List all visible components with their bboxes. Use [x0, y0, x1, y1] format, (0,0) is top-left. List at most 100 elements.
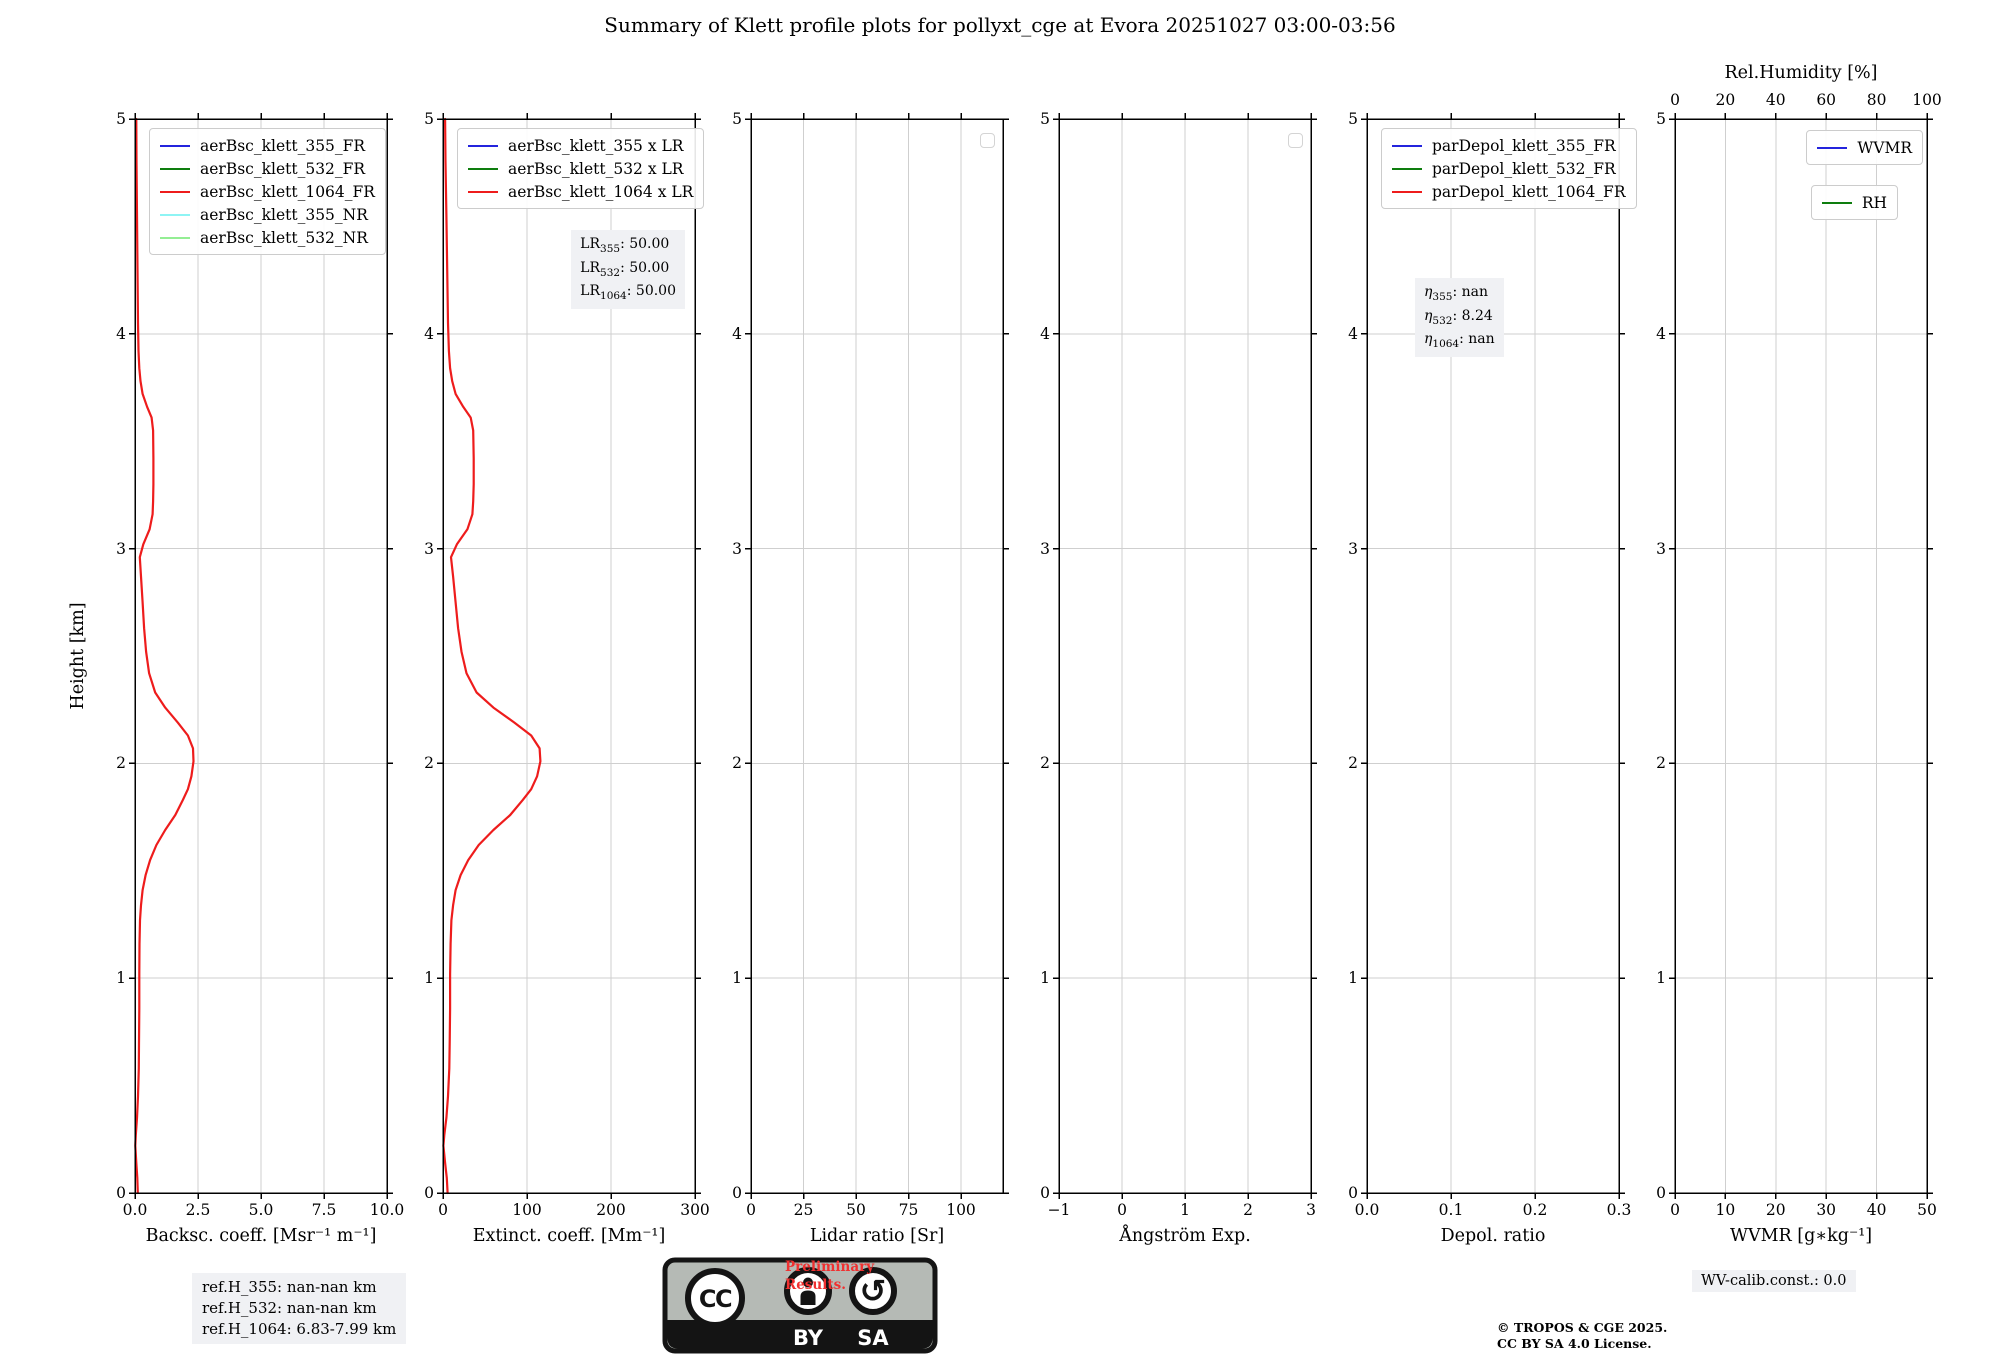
annotation-symbol: η — [1424, 284, 1433, 300]
axes-spines — [1366, 118, 1620, 1194]
annotation-value: : nan — [1452, 284, 1488, 300]
legend-item: parDepol_klett_532_FR — [1392, 157, 1626, 180]
xtick-label: 0 — [1670, 1201, 1680, 1219]
legend-line-swatch — [1821, 201, 1852, 204]
ytick-label: 4 — [116, 324, 126, 343]
annotation-symbol: η — [1424, 331, 1433, 348]
ytick-label: 2 — [116, 754, 126, 773]
ytick-label: 4 — [1656, 324, 1666, 343]
xtick-label: 0.0 — [122, 1201, 148, 1219]
legend-wvmr-1: RH — [1810, 185, 1898, 220]
xtick-label: 300 — [680, 1201, 710, 1219]
ytick-label: 4 — [424, 324, 434, 343]
empty-legend — [1288, 133, 1303, 148]
xtick-label: 100 — [512, 1201, 542, 1219]
legend-label: RH — [1861, 193, 1887, 212]
legend-item: aerBsc_klett_355_NR — [160, 203, 375, 226]
xtick-label: 1 — [1180, 1201, 1190, 1219]
x-axis-label-wvmr: WVMR [g∗kg⁻¹] — [1729, 1226, 1873, 1246]
xtick-label: 10 — [1715, 1201, 1736, 1219]
legend-item: WVMR — [1817, 136, 1912, 159]
ytick-label: 2 — [1348, 754, 1358, 773]
xtick-label: 50 — [1917, 1201, 1937, 1219]
legend-label: parDepol_klett_1064_FR — [1432, 182, 1626, 201]
ytick-label: 0 — [424, 1184, 434, 1202]
annotation-extinction: LR355: 50.00 LR532: 50.00 LR1064: 50.00 — [571, 230, 685, 309]
top-xtick-label: 40 — [1765, 91, 1786, 109]
legend-item: aerBsc_klett_532 x LR — [468, 157, 693, 180]
legend-label: aerBsc_klett_532_FR — [200, 159, 366, 178]
annotation-value: : 50.00 — [620, 259, 670, 276]
xtick-label: 3 — [1306, 1201, 1316, 1219]
annotation-line: η1064: nan — [1424, 329, 1495, 353]
legend-item: aerBsc_klett_1064_FR — [160, 180, 375, 203]
top-xtick-label: 60 — [1816, 91, 1837, 109]
top-xtick-label: 20 — [1715, 91, 1736, 109]
top-xtick-label: 100 — [1912, 91, 1942, 109]
top-xtick-label: 0 — [1670, 91, 1680, 109]
legend-item: RH — [1821, 191, 1887, 214]
ytick-label: 3 — [1040, 539, 1050, 558]
legend-line-swatch — [468, 144, 498, 147]
legend-line-swatch — [1392, 167, 1422, 170]
ref-h-532: ref.H_532: nan-nan km — [202, 1299, 377, 1317]
legend-label: aerBsc_klett_532 x LR — [508, 159, 684, 178]
legend-item: aerBsc_klett_355_FR — [160, 134, 375, 157]
top-axis-label: Rel.Humidity [%] — [1724, 63, 1878, 83]
legend-item: parDepol_klett_355_FR — [1392, 134, 1626, 157]
ytick-label: 5 — [1656, 110, 1666, 128]
annotation-symbol: η — [1424, 307, 1433, 324]
ytick-label: 0 — [1348, 1184, 1358, 1202]
x-axis-label-depol-ratio: Depol. ratio — [1440, 1226, 1546, 1246]
xtick-label: 30 — [1816, 1201, 1837, 1219]
annotation-line: LR532: 50.00 — [580, 258, 676, 282]
ytick-label: 4 — [732, 324, 742, 343]
ytick-label: 0 — [116, 1184, 126, 1202]
annotation-symbol: LR — [580, 236, 601, 252]
top-xtick-label: 80 — [1866, 91, 1887, 109]
annotation-symbol: LR — [580, 283, 601, 300]
legend-line-swatch — [1392, 190, 1422, 193]
legend-label: parDepol_klett_532_FR — [1432, 159, 1616, 178]
legend-label: parDepol_klett_355_FR — [1432, 136, 1616, 155]
legend-line-swatch — [468, 190, 498, 193]
ytick-label: 2 — [1040, 754, 1050, 773]
legend-item: aerBsc_klett_532_FR — [160, 157, 375, 180]
ytick-label: 1 — [424, 969, 434, 988]
legend-label: aerBsc_klett_1064 x LR — [508, 182, 694, 201]
ytick-label: 2 — [424, 754, 434, 773]
sa-arrow-glyph: ↺ — [860, 1272, 887, 1310]
ytick-label: 1 — [1348, 969, 1358, 988]
annotation-value: : 50.00 — [620, 236, 670, 252]
series-aerBsc_klett_1064 x LR — [442, 117, 542, 1195]
sa-arrow-icon — [849, 1267, 897, 1315]
annotation-symbol: LR — [580, 259, 601, 276]
legend-line-swatch — [160, 144, 190, 147]
sa-label: SA — [857, 1326, 889, 1350]
legend-item: aerBsc_klett_1064 x LR — [468, 180, 693, 203]
panel-wvmr: 0 20 40 60 80 100 Rel.Humidity [%] 0 1 2 3 4 5 0 10 20 3… — [1656, 63, 1942, 1246]
ref-h-1064: ref.H_1064: 6.83-7.99 km — [202, 1320, 397, 1338]
ytick-label: 1 — [1040, 969, 1050, 988]
ytick-label: 5 — [116, 110, 126, 128]
axes-spines — [1674, 118, 1928, 1194]
xtick-label: 20 — [1765, 1201, 1786, 1219]
plot-area-extinction — [437, 113, 701, 1199]
annotation-line: η355: nan — [1424, 282, 1495, 306]
cc-badge-band — [667, 1320, 933, 1349]
xtick-label: 2.5 — [185, 1201, 211, 1219]
legend-line-swatch — [160, 213, 190, 216]
axes-spines — [442, 118, 696, 1194]
xtick-label: 0.3 — [1606, 1201, 1632, 1219]
legend-label: aerBsc_klett_355_NR — [200, 205, 368, 224]
plot-area-backscatter — [129, 113, 393, 1199]
legend-line-swatch — [160, 236, 190, 239]
annotation-subscript: 355 — [1432, 290, 1453, 303]
y-axis-label: Height [km] — [68, 602, 88, 710]
ytick-label: 3 — [424, 539, 434, 558]
ytick-label: 4 — [1348, 324, 1358, 343]
by-person-body — [800, 1290, 816, 1305]
annotation-subscript: 355 — [600, 242, 621, 255]
xtick-label: 0.2 — [1522, 1201, 1548, 1219]
